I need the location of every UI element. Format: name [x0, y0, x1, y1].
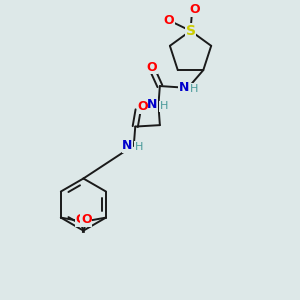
Text: O: O: [164, 14, 174, 27]
Text: H: H: [190, 84, 198, 94]
Text: H: H: [135, 142, 143, 152]
Text: O: O: [75, 213, 86, 226]
Text: O: O: [81, 213, 92, 226]
Text: S: S: [185, 24, 196, 38]
Text: O: O: [147, 61, 158, 74]
Text: O: O: [189, 3, 200, 16]
Text: O: O: [137, 100, 148, 113]
Text: H: H: [159, 101, 168, 111]
Text: N: N: [179, 81, 189, 94]
Text: N: N: [147, 98, 157, 111]
Text: N: N: [122, 139, 133, 152]
